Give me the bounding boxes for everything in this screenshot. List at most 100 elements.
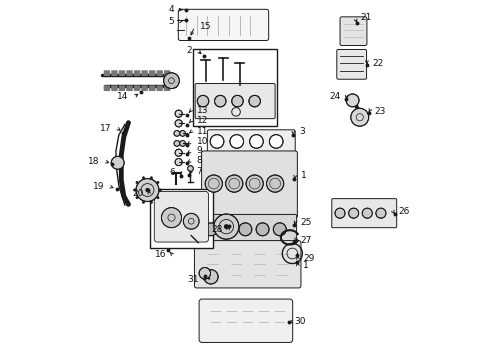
FancyBboxPatch shape [111, 70, 118, 76]
Circle shape [164, 73, 179, 89]
Circle shape [159, 189, 162, 192]
Circle shape [111, 156, 124, 169]
Circle shape [150, 176, 153, 179]
Text: 10: 10 [196, 137, 208, 146]
Text: 9: 9 [196, 146, 202, 155]
FancyBboxPatch shape [207, 130, 295, 153]
Circle shape [174, 140, 180, 146]
Text: 31: 31 [188, 275, 199, 284]
Text: 1: 1 [303, 261, 309, 270]
Text: 26: 26 [398, 207, 410, 216]
FancyBboxPatch shape [164, 85, 171, 91]
FancyBboxPatch shape [199, 299, 293, 342]
FancyBboxPatch shape [332, 199, 397, 228]
Circle shape [362, 208, 372, 218]
FancyBboxPatch shape [149, 70, 155, 76]
Circle shape [230, 135, 244, 148]
FancyBboxPatch shape [337, 49, 367, 79]
FancyBboxPatch shape [154, 192, 208, 242]
Circle shape [136, 179, 159, 202]
Circle shape [270, 135, 283, 148]
FancyBboxPatch shape [119, 70, 125, 76]
FancyBboxPatch shape [111, 85, 118, 91]
Circle shape [161, 208, 181, 228]
Circle shape [150, 201, 153, 204]
Circle shape [349, 208, 359, 218]
Circle shape [204, 223, 218, 236]
Text: 21: 21 [361, 13, 372, 22]
Circle shape [175, 110, 182, 117]
Text: 2: 2 [186, 46, 192, 55]
FancyBboxPatch shape [104, 70, 110, 76]
Text: 8: 8 [196, 156, 202, 165]
Circle shape [156, 196, 159, 199]
Text: 28: 28 [211, 225, 223, 234]
Circle shape [180, 140, 186, 146]
Text: 27: 27 [300, 236, 312, 245]
Circle shape [346, 94, 359, 107]
Circle shape [199, 267, 211, 279]
Text: 29: 29 [303, 254, 315, 263]
FancyBboxPatch shape [340, 17, 367, 45]
Text: 30: 30 [294, 317, 306, 326]
Bar [193, 49, 277, 126]
Text: 17: 17 [100, 123, 112, 132]
Text: 15: 15 [200, 22, 212, 31]
Text: 3: 3 [299, 127, 305, 136]
Circle shape [136, 196, 139, 199]
FancyBboxPatch shape [156, 85, 163, 91]
Circle shape [224, 224, 229, 229]
FancyBboxPatch shape [134, 70, 140, 76]
Circle shape [335, 208, 345, 218]
Text: 5: 5 [168, 17, 174, 26]
Circle shape [256, 223, 269, 236]
Circle shape [210, 135, 224, 148]
FancyBboxPatch shape [201, 151, 297, 218]
Circle shape [250, 135, 263, 148]
Text: 1: 1 [300, 171, 306, 180]
Circle shape [246, 175, 263, 192]
Text: 24: 24 [330, 92, 341, 101]
Circle shape [175, 149, 182, 156]
Circle shape [188, 166, 194, 171]
Text: 13: 13 [196, 105, 208, 114]
FancyBboxPatch shape [156, 70, 163, 76]
Circle shape [225, 175, 243, 192]
Circle shape [183, 213, 199, 229]
Text: 18: 18 [88, 157, 100, 166]
FancyBboxPatch shape [119, 85, 125, 91]
Circle shape [273, 223, 286, 236]
FancyBboxPatch shape [195, 240, 301, 288]
Circle shape [204, 270, 218, 284]
Text: 7: 7 [196, 167, 202, 176]
Circle shape [142, 201, 145, 204]
FancyBboxPatch shape [141, 70, 148, 76]
Text: 19: 19 [93, 182, 104, 191]
Circle shape [376, 208, 386, 218]
FancyBboxPatch shape [141, 85, 148, 91]
Circle shape [174, 131, 180, 136]
FancyBboxPatch shape [149, 85, 155, 91]
Circle shape [215, 95, 226, 107]
Circle shape [249, 95, 260, 107]
Text: 4: 4 [169, 5, 174, 14]
FancyBboxPatch shape [134, 85, 140, 91]
Circle shape [133, 189, 136, 192]
Circle shape [205, 175, 222, 192]
Circle shape [214, 214, 239, 239]
Circle shape [136, 181, 139, 184]
Text: 20: 20 [132, 189, 144, 198]
Circle shape [146, 188, 149, 192]
FancyBboxPatch shape [164, 70, 171, 76]
Text: 25: 25 [300, 218, 312, 227]
FancyBboxPatch shape [178, 9, 269, 41]
FancyBboxPatch shape [202, 215, 296, 244]
Circle shape [351, 108, 368, 126]
Text: 23: 23 [375, 107, 386, 116]
Circle shape [197, 95, 209, 107]
Circle shape [175, 158, 182, 166]
FancyBboxPatch shape [195, 84, 275, 119]
Bar [150, 189, 213, 248]
Text: 6: 6 [170, 168, 175, 177]
FancyBboxPatch shape [126, 70, 133, 76]
